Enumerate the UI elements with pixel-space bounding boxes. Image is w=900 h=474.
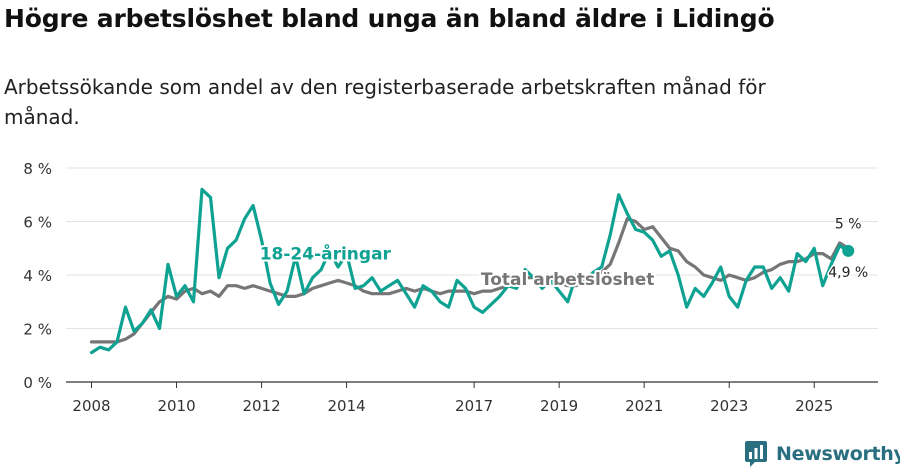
- series-line-total: [89, 217, 850, 344]
- y-tick-label: 4 %: [23, 267, 52, 285]
- x-tick-label: 2010: [157, 397, 195, 415]
- newsworthy-logo-icon: [745, 441, 767, 467]
- end-point-marker: [842, 244, 855, 257]
- series-line-youth: [89, 187, 850, 355]
- x-tick-label: 2008: [72, 397, 110, 415]
- x-axis-ticks: 2008 2010 2012 2014 2017 2019 2021 2023 2025: [72, 382, 833, 415]
- x-tick-label: 2023: [710, 397, 748, 415]
- x-tick-label: 2012: [242, 397, 280, 415]
- x-tick-label: 2014: [327, 397, 365, 415]
- x-tick-label: 2017: [455, 397, 493, 415]
- y-tick-label: 0 %: [23, 374, 52, 392]
- chart-subtitle: Arbetssökande som andel av den registerb…: [4, 75, 766, 129]
- series-lines: [89, 187, 855, 355]
- end-value-label-total: 5 %: [835, 216, 862, 232]
- chart-title: Högre arbetslöshet bland unga än bland ä…: [4, 4, 775, 33]
- x-tick-label: 2021: [625, 397, 663, 415]
- grid-lines: [66, 167, 878, 383]
- y-axis-ticks: 0 % 2 % 4 % 6 % 8 %: [23, 160, 52, 392]
- series-label-youth: 18-24-åringar: [260, 243, 392, 265]
- x-tick-label: 2019: [540, 397, 578, 415]
- y-tick-label: 6 %: [23, 214, 52, 232]
- end-value-label-youth: 4,9 %: [828, 265, 868, 281]
- series-label-total: Total arbetslöshet: [481, 270, 655, 290]
- brand-name: Newsworthy: [776, 443, 900, 465]
- x-tick-label: 2025: [795, 397, 833, 415]
- y-tick-label: 8 %: [23, 160, 52, 178]
- annotations: 18-24-åringar Total arbetslöshet 5 % 4,9 %: [258, 215, 870, 292]
- newsworthy-brand: Newsworthy: [744, 440, 900, 468]
- y-tick-label: 2 %: [23, 321, 52, 339]
